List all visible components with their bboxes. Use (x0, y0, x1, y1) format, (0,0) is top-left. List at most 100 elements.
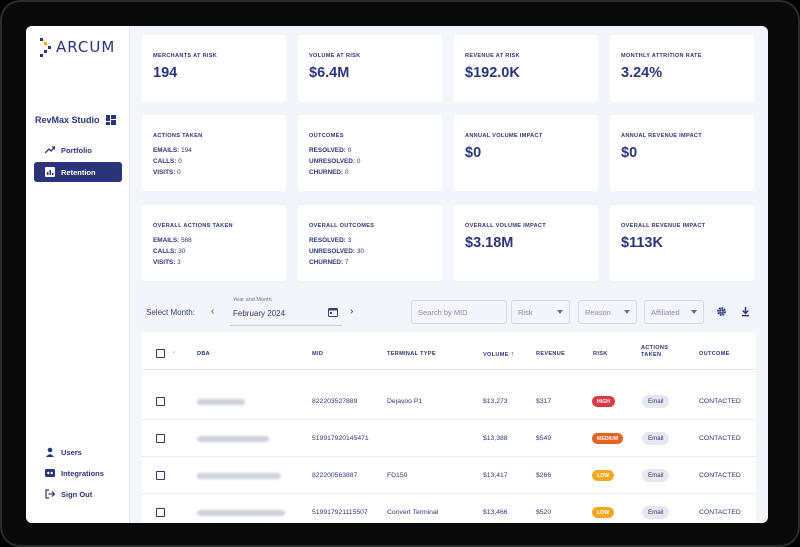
card-annual-revenue-impact: ANNUAL REVENUE IMPACT $0 (610, 115, 754, 191)
logo[interactable]: ARCUM (38, 36, 115, 58)
card-lines: RESOLVED: 3 UNRESOLVED: 30 CHURNED: 7 (309, 235, 431, 268)
column-header-risk[interactable]: RISK (593, 351, 608, 357)
sidebar: ARCUM RevMax Studio Portfolio Retention … (26, 26, 130, 523)
sidebar-item-retention[interactable]: Retention (34, 162, 122, 182)
stat-line: UNRESOLVED: 0 (309, 158, 361, 165)
redacted-dba (197, 510, 285, 516)
stat-line: CALLS: 30 (153, 248, 186, 255)
table-row[interactable]: 822200563887 FD150 $13,417 $266 LOW Emai… (142, 457, 756, 494)
row-checkbox[interactable] (156, 434, 165, 443)
arcum-logo-mark-icon (38, 36, 52, 58)
sort-arrow-up-icon: ↑ (510, 351, 515, 358)
search-mid-placeholder: Search by MID (418, 307, 468, 317)
card-monthly-attrition-rate: MONTHLY ATTRITION RATE 3.24% (610, 35, 754, 102)
card-title: MONTHLY ATTRITION RATE (621, 53, 702, 59)
card-overall-actions-taken: OVERALL ACTIONS TAKEN EMAILS: 568 CALLS:… (142, 205, 286, 281)
calendar-icon[interactable] (328, 307, 338, 317)
previous-month-chevron-icon[interactable]: ‹ (211, 306, 215, 317)
sign-out-icon (45, 489, 55, 499)
cell-mid: 822203527889 (312, 398, 358, 405)
cell-terminal: Dejavoo P1 (387, 398, 423, 405)
risk-badge: HIGH (592, 396, 615, 407)
card-overall-volume-impact: OVERALL VOLUME IMPACT $3.18M (454, 205, 598, 281)
stat-line: VISITS: 3 (153, 259, 181, 266)
cell-volume: $13,388 (483, 435, 508, 442)
cell-mid: 519917920145471 (312, 435, 369, 442)
affiliated-filter-placeholder: Affiliated (651, 307, 680, 317)
card-lines: EMAILS: 194 CALLS: 0 VISITS: 0 (153, 145, 275, 178)
column-header-terminal-type[interactable]: TERMINAL TYPE (387, 351, 436, 357)
sidebar-item-integrations[interactable]: Integrations (34, 463, 122, 483)
card-title: ACTIONS TAKEN (153, 133, 203, 139)
gear-icon[interactable] (716, 306, 727, 317)
column-header-volume[interactable]: VOLUME ↑ (483, 351, 515, 358)
next-month-chevron-icon[interactable]: › (350, 306, 354, 317)
search-mid-input[interactable]: Search by MID (411, 300, 507, 324)
card-title: VOLUME AT RISK (309, 53, 361, 59)
table-row[interactable]: 519917920145471 $13,388 $549 MEDIUM Emai… (142, 420, 756, 457)
card-value: $0 (465, 145, 482, 161)
action-chip[interactable]: Email (642, 432, 670, 445)
row-checkbox[interactable] (156, 471, 165, 480)
app-screen: ARCUM RevMax Studio Portfolio Retention … (26, 26, 768, 523)
card-value: 194 (153, 65, 178, 81)
cell-outcome: CONTACTED (699, 398, 741, 405)
org-name: RevMax Studio (35, 115, 100, 125)
card-value: $113K (621, 235, 663, 251)
risk-filter-select[interactable]: Risk (511, 300, 570, 324)
card-value: $192.0K (465, 65, 520, 81)
card-lines: EMAILS: 568 CALLS: 30 VISITS: 3 (153, 235, 275, 268)
sidebar-item-label: Retention (61, 167, 96, 177)
redacted-dba (197, 399, 245, 405)
org-switcher[interactable]: RevMax Studio (35, 115, 116, 125)
card-title: OUTCOMES (309, 133, 344, 139)
card-title: OVERALL OUTCOMES (309, 223, 375, 229)
sidebar-item-portfolio[interactable]: Portfolio (34, 140, 122, 160)
affiliated-filter-select[interactable]: Affiliated (644, 300, 704, 324)
trending-up-icon (45, 146, 55, 154)
action-chip[interactable]: Email (642, 506, 670, 519)
chevron-down-icon (624, 310, 630, 314)
cell-volume: $13,417 (483, 472, 508, 479)
card-title: REVENUE AT RISK (465, 53, 520, 59)
download-icon[interactable] (740, 306, 751, 317)
integrations-icon (45, 469, 55, 477)
card-outcomes: OUTCOMES RESOLVED: 0 UNRESOLVED: 0 CHURN… (298, 115, 442, 191)
chevron-down-icon (691, 310, 697, 314)
row-checkbox[interactable] (156, 508, 165, 517)
month-field-value: February 2024 (233, 309, 286, 318)
reason-filter-select[interactable]: Reason (578, 300, 637, 324)
action-chip[interactable]: Email (642, 469, 670, 482)
column-header-actions-taken[interactable]: ACTIONS TAKEN (641, 345, 669, 358)
chevron-down-icon (557, 310, 563, 314)
card-value: 3.24% (621, 65, 663, 81)
column-header-dba[interactable]: DBA (197, 351, 211, 357)
column-header-mid[interactable]: MID (312, 351, 324, 357)
month-picker[interactable]: Year and Month February 2024 (230, 296, 342, 326)
row-checkbox[interactable] (156, 397, 165, 406)
filter-bar: Select Month: ‹ Year and Month February … (130, 296, 768, 326)
risk-badge: LOW (592, 470, 615, 481)
card-overall-revenue-impact: OVERALL REVENUE IMPACT $113K (610, 205, 754, 281)
action-chip[interactable]: Email (642, 395, 670, 408)
sidebar-item-users[interactable]: Users (34, 442, 122, 462)
card-merchants-at-risk: MERCHANTS AT RISK 194 (142, 35, 286, 102)
cell-revenue: $520 (536, 509, 552, 516)
dashboard-grid-icon (105, 115, 116, 125)
select-month-label: Select Month: (146, 308, 195, 317)
month-field-label: Year and Month (233, 297, 272, 303)
table-row[interactable]: 519917921115507 Convert Terminal $13,466… (142, 494, 756, 523)
stat-line: EMAILS: 568 (153, 237, 192, 244)
chevron-down-icon[interactable]: ⌄ (171, 348, 177, 355)
stat-line: RESOLVED: 3 (309, 237, 352, 244)
column-header-revenue[interactable]: REVENUE (536, 351, 566, 357)
sidebar-item-label: Users (61, 447, 82, 457)
sidebar-item-sign-out[interactable]: Sign Out (34, 484, 122, 504)
logo-text: ARCUM (56, 38, 116, 56)
stat-line: CALLS: 0 (153, 158, 182, 165)
select-all-checkbox[interactable] (156, 349, 165, 358)
column-header-outcome[interactable]: OUTCOME (699, 351, 730, 357)
card-value: $6.4M (309, 65, 350, 81)
stat-line: UNRESOLVED: 30 (309, 248, 364, 255)
table-row[interactable]: 822203527889 Dejavoo P1 $13,273 $317 HIG… (142, 383, 756, 420)
